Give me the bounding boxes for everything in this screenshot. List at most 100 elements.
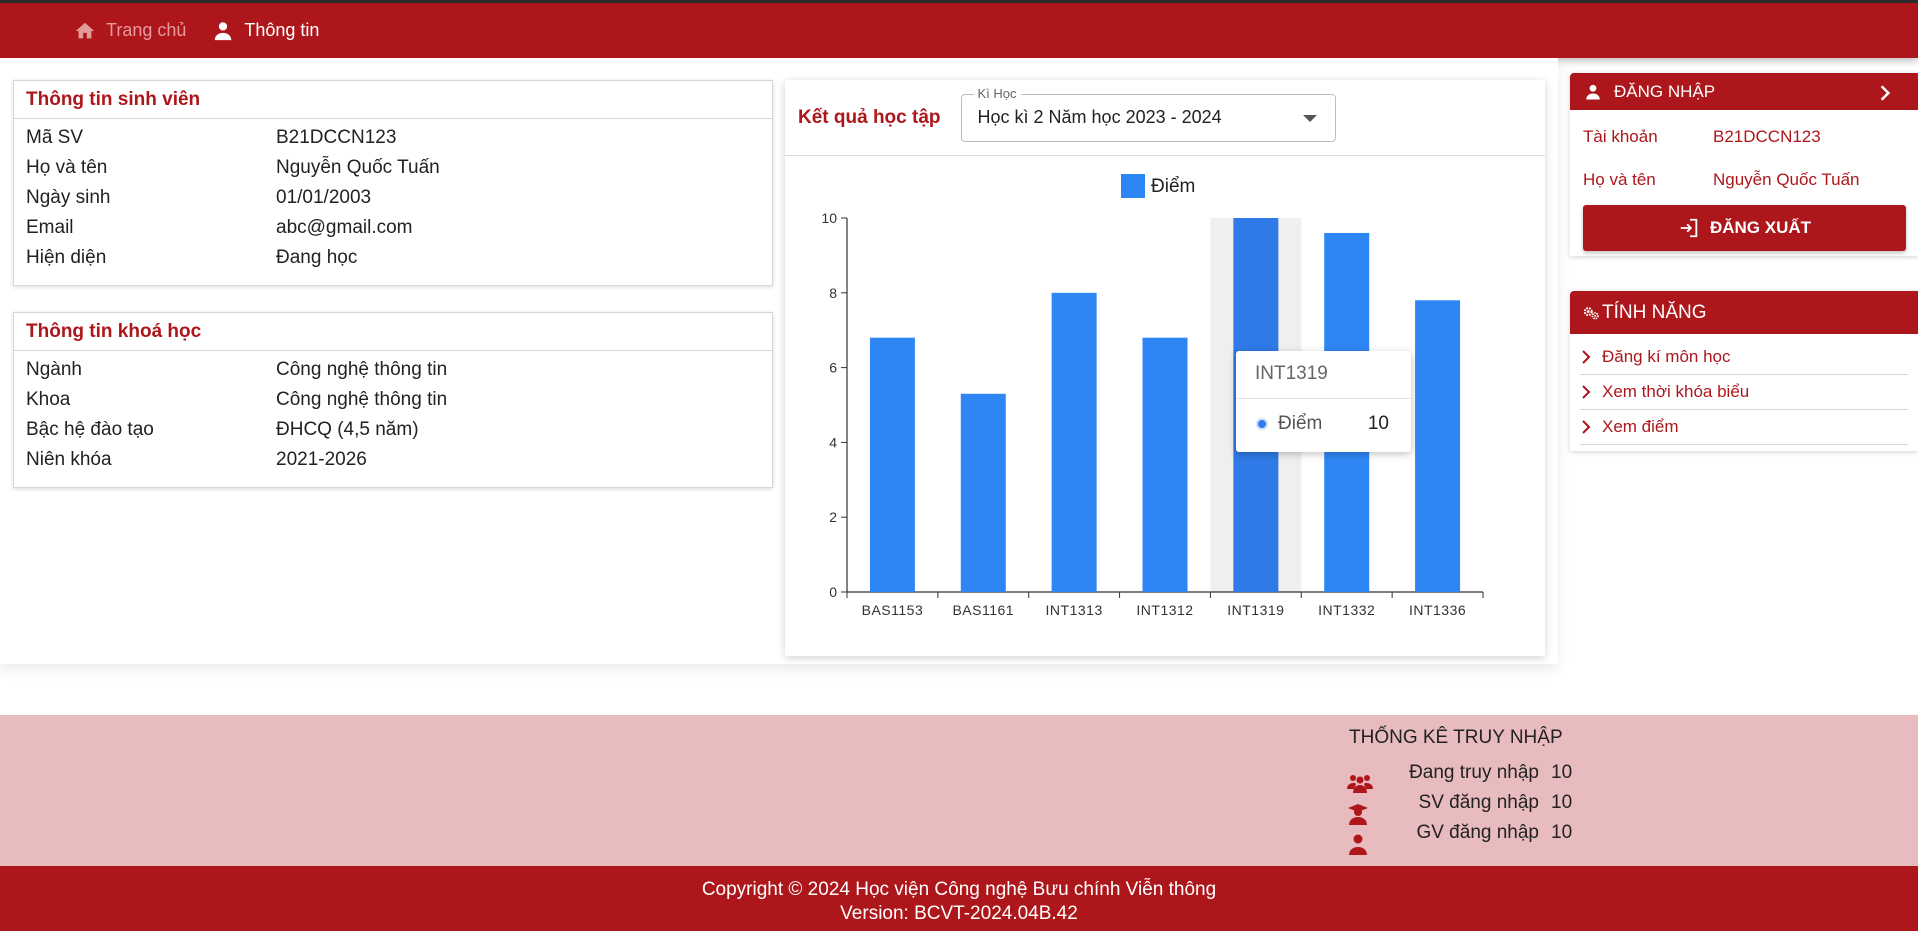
account-label: Tài khoản [1583, 127, 1658, 146]
info-label: Ngày sinh [26, 187, 111, 208]
bar [869, 337, 915, 592]
home-icon [75, 22, 95, 38]
top-navbar: Trang chủ Thông tin [0, 0, 1918, 58]
y-tick-label: 0 [829, 584, 837, 600]
chevron-right-icon [1582, 385, 1591, 399]
footer: Copyright © 2024 Học viện Công nghệ Bưu … [0, 866, 1918, 931]
x-tick-label: INT1313 [1046, 602, 1103, 618]
student-info-title: Thông tin sinh viên [14, 81, 772, 119]
chevron-right-icon [1880, 85, 1891, 101]
y-tick-label: 8 [829, 285, 837, 301]
nav-info-label: Thông tin [244, 20, 320, 40]
info-label: Niên khóa [26, 449, 112, 470]
feature-label: Xem điểm [1602, 417, 1679, 436]
name-label: Họ và tên [1583, 170, 1656, 189]
login-title: ĐĂNG NHẬP [1614, 81, 1716, 101]
features-list: Đăng kí môn học Xem thời khóa biểu Xem điể… [1570, 334, 1918, 445]
legend-swatch [1121, 174, 1145, 198]
y-tick-label: 2 [829, 509, 837, 525]
login-header[interactable]: ĐĂNG NHẬP [1570, 73, 1918, 110]
feature-link[interactable]: Xem điểm [1580, 410, 1908, 445]
series-dot-icon [1256, 418, 1268, 430]
features-title: TÍNH NĂNG [1602, 301, 1707, 323]
features-card: TÍNH NĂNG Đăng kí môn học Xem thời khóa b… [1570, 291, 1918, 451]
tooltip-row: Điểm 10 [1236, 399, 1411, 435]
info-row: Bậc hệ đào tạo ĐHCQ (4,5 năm) [26, 415, 760, 445]
tooltip-label: Điểm [1278, 413, 1323, 434]
x-tick-label: INT1312 [1136, 602, 1193, 618]
user-icon [1586, 84, 1600, 99]
info-row: Email abc@gmail.com [26, 213, 760, 243]
info-value: Đang học [276, 247, 358, 268]
stat-label: SV đăng nhập [1418, 792, 1539, 813]
info-value: Nguyễn Quốc Tuấn [276, 157, 440, 178]
info-value: abc@gmail.com [276, 217, 413, 238]
account-value: B21DCCN123 [1713, 127, 1821, 146]
stat-value: 10 [1551, 792, 1573, 813]
x-tick-label: INT1319 [1227, 602, 1284, 618]
info-label: Email [26, 217, 74, 238]
stat-row: SV đăng nhập 10 [1347, 792, 1573, 825]
users-icon [1347, 775, 1373, 793]
course-info-card: Thông tin khoá học Ngành Công nghệ thông … [13, 312, 773, 488]
teacher-icon [1349, 834, 1367, 855]
info-value: Công nghệ thông tin [276, 359, 448, 380]
bar [1142, 337, 1188, 592]
info-label: Mã SV [26, 127, 84, 148]
info-value: B21DCCN123 [276, 127, 397, 148]
tooltip-value: 10 [1367, 413, 1389, 434]
info-row: Niên khóa 2021-2026 [26, 445, 760, 475]
info-row: Ngành Công nghệ thông tin [26, 355, 760, 385]
nav-home-label: Trang chủ [106, 20, 187, 40]
semester-select[interactable]: Kì Học Học kì 2 Năm học 2023 - 2024 [960, 85, 1336, 142]
name-row: Họ và tên Nguyễn Quốc Tuấn [1570, 158, 1918, 201]
y-tick-label: 10 [821, 210, 837, 226]
stat-value: 10 [1551, 762, 1573, 783]
feature-link[interactable]: Xem thời khóa biểu [1580, 375, 1908, 410]
scores-bar-chart: Điểm 0 2 4 6 8 10 BAS1153 BAS1161 INT1313 INT1312 I… [821, 174, 1484, 618]
info-row: Khoa Công nghệ thông tin [26, 385, 760, 415]
chevron-right-icon [1582, 350, 1591, 364]
info-row: Hiện diện Đang học [26, 243, 760, 273]
results-title: Kết quả học tập [798, 106, 941, 128]
info-value: 2021-2026 [276, 449, 367, 470]
info-value: 01/01/2003 [276, 187, 372, 208]
semester-select-label: Kì Học [973, 85, 1021, 101]
footer-copyright: Copyright © 2024 Học viện Công nghệ Bưu … [701, 879, 1217, 900]
features-header: TÍNH NĂNG [1570, 291, 1918, 334]
feature-link[interactable]: Đăng kí môn học [1580, 340, 1908, 375]
student-icon [1348, 804, 1368, 825]
bar [960, 393, 1006, 592]
info-row: Họ và tên Nguyễn Quốc Tuấn [26, 153, 760, 183]
stat-label: GV đăng nhập [1416, 822, 1539, 843]
y-tick-label: 4 [829, 434, 837, 450]
gears-icon [1583, 306, 1599, 319]
logout-icon [1680, 218, 1698, 238]
logout-label: ĐĂNG XUẤT [1709, 218, 1812, 237]
info-label: Bậc hệ đào tạo [26, 419, 154, 440]
nav-home[interactable]: Trang chủ [74, 20, 186, 42]
stat-row: Đang truy nhập 10 [1347, 762, 1573, 793]
info-label: Khoa [26, 389, 71, 410]
x-tick-label: BAS1153 [862, 602, 924, 618]
nav-info[interactable]: Thông tin [212, 20, 319, 42]
feature-label: Đăng kí môn học [1602, 347, 1731, 366]
info-value: Công nghệ thông tin [276, 389, 448, 410]
results-chart-card: Kết quả học tập Kì Học Học kì 2 Năm học … [785, 80, 1545, 656]
chevron-right-icon [1582, 420, 1591, 434]
stats-title: THỐNG KÊ TRUY NHẬP [1349, 727, 1563, 748]
caret-down-icon [1302, 114, 1317, 122]
stat-label: Đang truy nhập [1409, 762, 1539, 783]
logout-button[interactable]: ĐĂNG XUẤT [1583, 205, 1906, 251]
x-tick-label: INT1336 [1409, 602, 1466, 618]
bar [1415, 300, 1461, 592]
legend-label: Điểm [1151, 176, 1195, 197]
info-value: ĐHCQ (4,5 năm) [276, 419, 419, 440]
info-row: Mã SV B21DCCN123 [26, 123, 760, 153]
stat-row: GV đăng nhập 10 [1347, 822, 1572, 855]
info-row: Ngày sinh 01/01/2003 [26, 183, 760, 213]
account-row: Tài khoản B21DCCN123 [1570, 115, 1918, 158]
info-label: Hiện diện [26, 247, 107, 268]
name-value: Nguyễn Quốc Tuấn [1713, 170, 1860, 189]
info-label: Ngành [26, 359, 82, 380]
